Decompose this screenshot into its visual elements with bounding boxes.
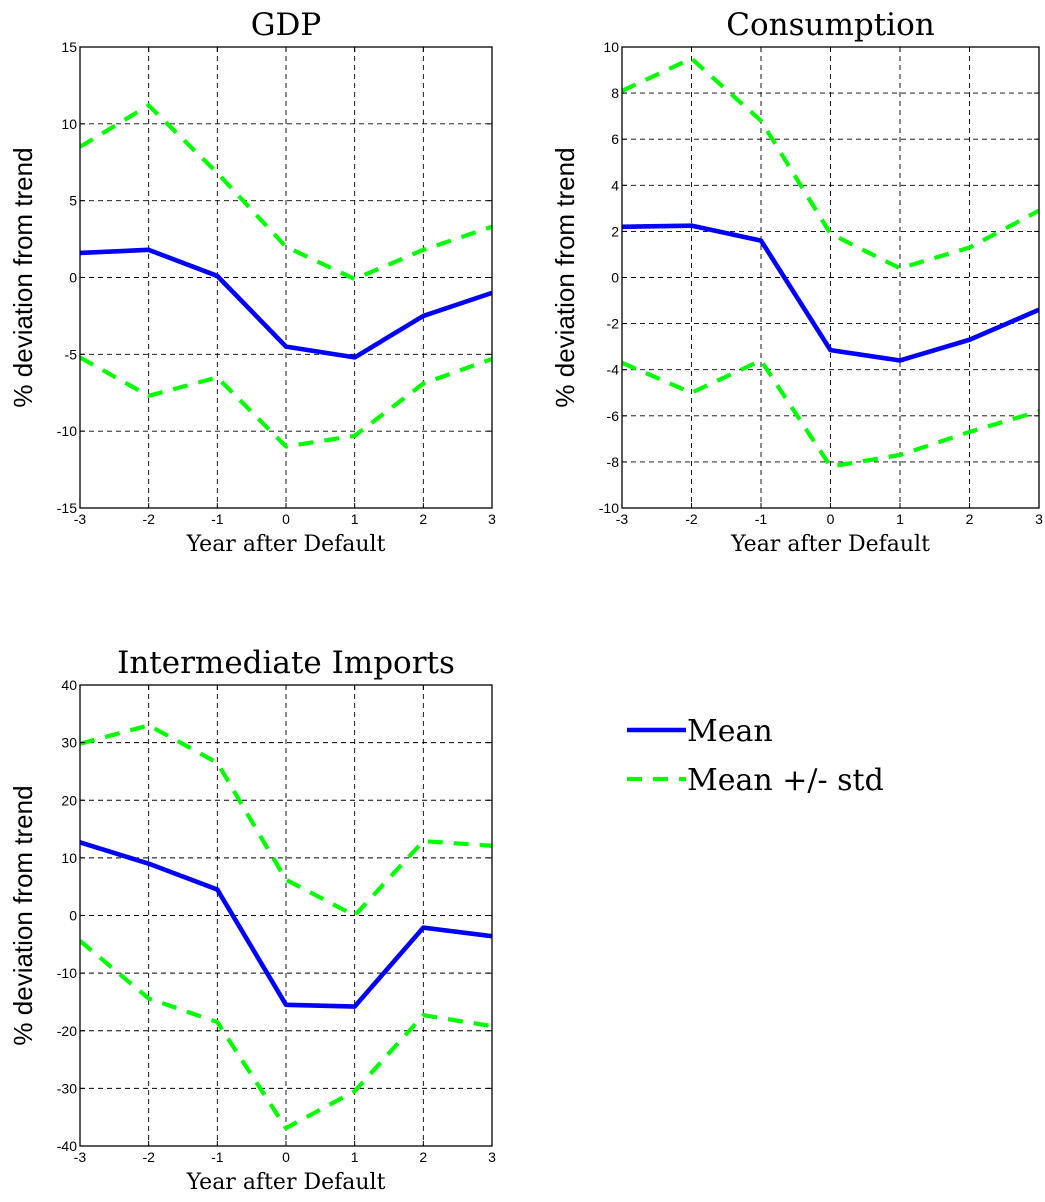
y-tick-label: -2: [607, 316, 620, 332]
y-tick-label: -6: [607, 408, 620, 424]
y-tick-label: 2: [611, 223, 619, 239]
y-tick-label: 4: [611, 177, 619, 193]
y-tick-label: -15: [57, 500, 77, 516]
chart-title: Intermediate Imports: [117, 645, 455, 681]
x-tick-label: -3: [616, 511, 629, 527]
y-tick-label: -5: [65, 346, 78, 362]
y-tick-label: 10: [603, 39, 619, 55]
series-mean-line: [80, 247, 492, 360]
legend-item-mean-std: Mean +/- std: [627, 763, 884, 798]
x-tick-label: 3: [488, 511, 496, 527]
y-tick-label: 0: [611, 270, 619, 286]
x-tick-label: -2: [685, 511, 698, 527]
y-tick-label: -4: [607, 362, 620, 378]
chart-intermediate-imports: -3 -2 -1 0 1 2 3-40-30-20-10010203040Intermedi…: [8, 645, 496, 1195]
y-tick-label: 40: [61, 677, 77, 693]
grid: [80, 47, 492, 508]
series-mean-line: [622, 223, 1039, 363]
y-tick-label: -10: [57, 423, 77, 439]
x-tick-label: 2: [966, 511, 974, 527]
y-tick-label: -30: [57, 1080, 77, 1096]
y-axis-label: % deviation from trend: [8, 785, 38, 1045]
x-tick-label: 1: [351, 1149, 359, 1165]
y-tick-label: 15: [61, 39, 77, 55]
y-tick-label: 0: [69, 270, 77, 286]
legend-label: Mean +/- std: [687, 763, 884, 798]
x-tick-label: 0: [282, 1149, 290, 1165]
chart-title: Consumption: [726, 7, 934, 43]
y-tick-label: 20: [61, 792, 77, 808]
y-tick-label: -20: [57, 1023, 77, 1039]
y-tick-label: -8: [607, 454, 620, 470]
legend-item-mean: Mean: [627, 714, 773, 749]
y-tick-label: 6: [611, 131, 619, 147]
series-mean-minus-std-line: [622, 358, 1039, 469]
x-tick-label: -2: [142, 1149, 155, 1165]
x-tick-label: 2: [419, 1149, 427, 1165]
x-tick-label: -1: [211, 1149, 224, 1165]
chart-consumption: -3 -2 -1 0 1 2 3-10-8-6-4-20246810ConsumptionY…: [550, 7, 1043, 557]
y-tick-label: 0: [69, 908, 77, 924]
x-axis-label: Year after Default: [186, 532, 386, 557]
series-group: [80, 103, 492, 449]
x-axis-label: Year after Default: [186, 1170, 386, 1195]
x-tick-label: 2: [419, 511, 427, 527]
series-mean-line: [80, 840, 492, 1009]
series-group: [622, 56, 1039, 469]
x-tick-label: 0: [282, 511, 290, 527]
x-tick-label: -3: [74, 511, 87, 527]
x-tick-label: 1: [351, 511, 359, 527]
x-tick-label: 1: [896, 511, 904, 527]
y-tick-label: -10: [57, 965, 77, 981]
grid: [622, 47, 1039, 508]
x-tick-label: -3: [74, 1149, 87, 1165]
y-tick-label: -10: [599, 500, 619, 516]
x-tick-label: -2: [142, 511, 155, 527]
series-group: [80, 723, 492, 1131]
x-tick-label: -1: [755, 511, 768, 527]
x-tick-label: 0: [827, 511, 835, 527]
series-mean-plus-std-line: [622, 56, 1039, 271]
y-tick-label: 30: [61, 735, 77, 751]
x-tick-label: -1: [211, 511, 224, 527]
x-tick-label: 3: [1035, 511, 1043, 527]
series-mean-minus-std-line: [80, 355, 492, 449]
series-mean-plus-std-line: [80, 103, 492, 282]
y-tick-label: 5: [69, 193, 77, 209]
y-tick-label: 10: [61, 850, 77, 866]
grid: [80, 685, 492, 1146]
y-axis-label: % deviation from trend: [8, 147, 38, 407]
y-tick-label: -40: [57, 1138, 77, 1154]
y-tick-label: 10: [61, 116, 77, 132]
legend: Mean Mean +/- std: [627, 714, 884, 798]
chart-title: GDP: [251, 7, 321, 43]
y-axis-label: % deviation from trend: [550, 147, 580, 407]
x-tick-label: 3: [488, 1149, 496, 1165]
legend-label: Mean: [687, 714, 773, 749]
y-tick-label: 8: [611, 85, 619, 101]
x-axis-label: Year after Default: [730, 532, 930, 557]
series-mean-minus-std-line: [80, 939, 492, 1131]
